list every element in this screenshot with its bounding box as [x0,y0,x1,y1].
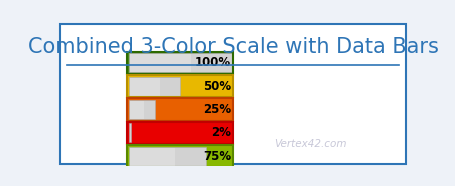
Bar [129,124,131,142]
Bar [127,75,233,97]
Text: 50%: 50% [203,80,231,93]
Text: 75%: 75% [203,150,231,163]
Text: 2%: 2% [211,126,231,139]
Bar [127,75,233,97]
Text: 25%: 25% [203,103,231,116]
Bar [129,77,180,95]
Bar [160,77,180,95]
Bar [127,52,233,74]
Bar [127,122,233,144]
Bar [127,145,233,167]
Text: 100%: 100% [195,56,231,69]
Text: Combined 3-Color Scale with Data Bars: Combined 3-Color Scale with Data Bars [28,37,439,57]
Bar [127,145,233,167]
Bar [127,122,233,144]
Bar [129,100,155,119]
Text: Vertex42.com: Vertex42.com [274,139,347,149]
Bar [191,53,232,72]
Bar [127,98,233,121]
Bar [144,100,155,119]
Bar [129,53,232,72]
Bar [127,52,233,74]
Bar [127,98,233,121]
Bar [129,147,206,166]
Bar [130,124,131,142]
Bar [175,147,206,166]
